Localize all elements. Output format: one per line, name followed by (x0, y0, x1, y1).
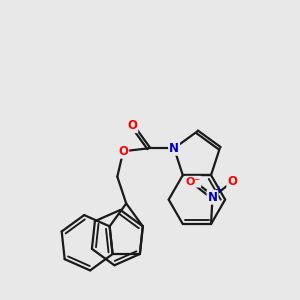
Text: O⁻: O⁻ (185, 177, 200, 187)
Text: O: O (227, 175, 237, 188)
Text: O: O (127, 119, 137, 132)
Text: O: O (118, 145, 128, 158)
Text: N: N (169, 142, 179, 155)
Text: +: + (215, 185, 222, 194)
Text: N: N (208, 191, 218, 204)
